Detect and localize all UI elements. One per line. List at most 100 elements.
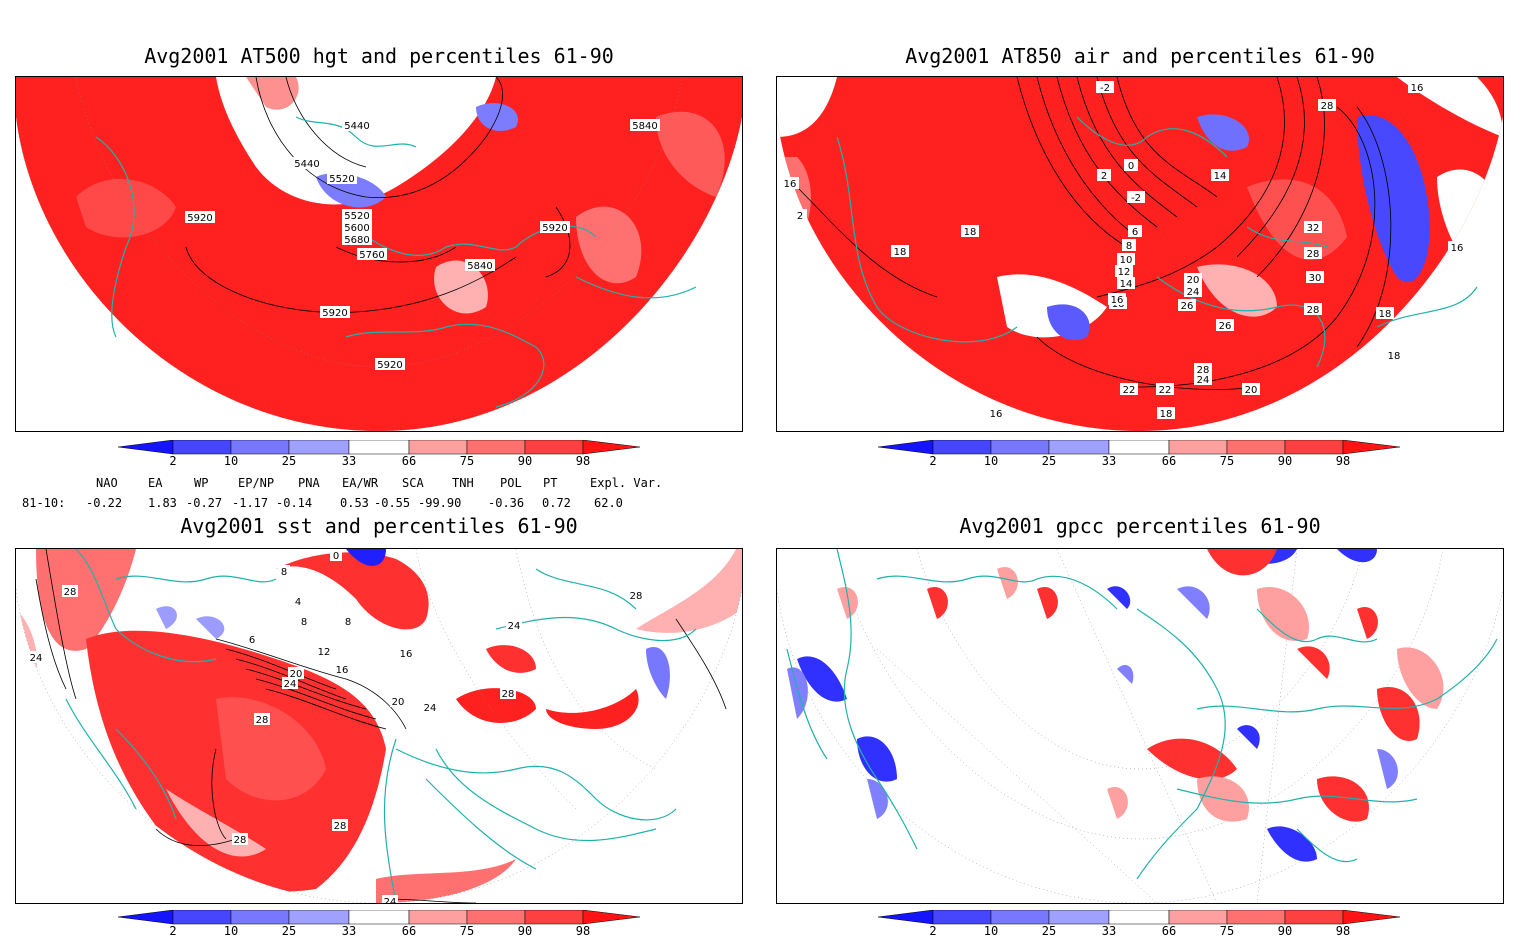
contour-label: 22 bbox=[1123, 385, 1136, 396]
colorbar-label: 98 bbox=[1335, 924, 1351, 938]
colorbar-label: 33 bbox=[341, 924, 357, 938]
map-air: -2 2 0 -2 2 14 6 8 10 12 14 16 18 18 20 … bbox=[776, 76, 1504, 432]
contour-label: 16 bbox=[990, 409, 1003, 420]
contour-label: 20 bbox=[1187, 275, 1200, 286]
contour-label: 6 bbox=[249, 635, 255, 646]
index-row-label: 81-10: bbox=[22, 496, 66, 510]
contour-label: 28 bbox=[1307, 249, 1320, 260]
contour-label: 18 bbox=[1388, 351, 1401, 362]
colorbar-label: 90 bbox=[517, 924, 533, 938]
contour-label: 2 bbox=[797, 211, 803, 222]
colorbar-label: 98 bbox=[575, 454, 591, 468]
colorbar-label: 75 bbox=[1219, 924, 1235, 938]
colorbar-label: 98 bbox=[1335, 454, 1351, 468]
contour-label: 5760 bbox=[359, 250, 384, 261]
contour-label: 6 bbox=[1132, 227, 1138, 238]
colorbar-label: 66 bbox=[401, 454, 417, 468]
index-value: -0.22 bbox=[86, 496, 123, 510]
colorbar-label: 98 bbox=[575, 924, 591, 938]
contour-label: 5920 bbox=[187, 213, 212, 224]
colorbar-label: 2 bbox=[929, 924, 937, 938]
index-header: PNA bbox=[298, 476, 320, 490]
contour-label: 28 bbox=[502, 689, 515, 700]
colorbar-sst-svg bbox=[117, 909, 641, 925]
contour-label: 16 bbox=[1111, 295, 1124, 306]
colorbar-air-svg bbox=[877, 439, 1401, 455]
index-header: SCA bbox=[402, 476, 424, 490]
contour-label: 0 bbox=[333, 551, 339, 562]
contour-label: 28 bbox=[630, 591, 643, 602]
contour-label: 18 bbox=[964, 227, 977, 238]
colorbar-label: 25 bbox=[281, 454, 297, 468]
contour-label: 5840 bbox=[632, 121, 657, 132]
contour-label: 28 bbox=[1321, 101, 1334, 112]
contour-label: 14 bbox=[1214, 171, 1227, 182]
contour-label: 24 bbox=[508, 621, 521, 632]
index-header: PT bbox=[543, 476, 558, 490]
colorbar-sst: 2 10 25 33 66 75 90 98 bbox=[117, 909, 648, 938]
colorbar-label: 10 bbox=[223, 924, 239, 938]
contour-label: 16 bbox=[336, 665, 349, 676]
colorbar-label: 66 bbox=[401, 924, 417, 938]
map-gpcc-svg bbox=[777, 549, 1503, 903]
contour-label: 12 bbox=[1118, 267, 1131, 278]
colorbar-label: 25 bbox=[1041, 924, 1057, 938]
contour-label: 18 bbox=[894, 247, 907, 258]
colorbar-label: 33 bbox=[1101, 924, 1117, 938]
colorbar-label: 75 bbox=[459, 924, 475, 938]
map-hgt-svg: 5440 5440 5520 5520 5600 5680 5760 5840 … bbox=[16, 77, 742, 431]
contour-label: 8 bbox=[1126, 241, 1132, 252]
contour-label: 5680 bbox=[344, 235, 369, 246]
contour-label: 18 bbox=[1160, 409, 1173, 420]
panel-title: Avg2001 gpcc percentiles 61-90 bbox=[959, 514, 1321, 538]
contour-label: 4 bbox=[295, 597, 301, 608]
index-header: NAO bbox=[96, 476, 118, 490]
panel-title: Avg2001 AT500 hgt and percentiles 61-90 bbox=[144, 44, 614, 68]
contour-label: 18 bbox=[1379, 309, 1392, 320]
contour-label: 8 bbox=[301, 617, 307, 628]
colorbar-label: 75 bbox=[459, 454, 475, 468]
contour-label: 30 bbox=[1309, 273, 1322, 284]
colorbar-label: 33 bbox=[341, 454, 357, 468]
colorbar-label: 2 bbox=[929, 454, 937, 468]
colorbar-label: 25 bbox=[1041, 454, 1057, 468]
contour-label: 16 bbox=[1451, 243, 1464, 254]
contour-label: 26 bbox=[1219, 321, 1232, 332]
colorbar-label: 66 bbox=[1161, 454, 1177, 468]
index-value: -1.17 bbox=[232, 496, 269, 510]
index-value: -0.14 bbox=[276, 496, 313, 510]
colorbar-hgt: 2 10 25 33 66 75 90 98 bbox=[117, 439, 648, 468]
contour-label: 26 bbox=[1181, 301, 1194, 312]
index-header: EA/WR bbox=[342, 476, 379, 490]
colorbar-label: 10 bbox=[983, 924, 999, 938]
index-header: EP/NP bbox=[238, 476, 275, 490]
contour-label: 5920 bbox=[542, 223, 567, 234]
colorbar-label: 90 bbox=[1277, 924, 1293, 938]
contour-label: 24 bbox=[284, 679, 297, 690]
index-header: EA bbox=[148, 476, 163, 490]
contour-label: 5440 bbox=[294, 159, 319, 170]
contour-label: 20 bbox=[1245, 385, 1258, 396]
contour-label: 2 bbox=[1101, 171, 1107, 182]
index-value: -0.27 bbox=[186, 496, 223, 510]
contour-label: 28 bbox=[256, 715, 269, 726]
colorbar-label: 90 bbox=[1277, 454, 1293, 468]
contour-label: -2 bbox=[1131, 193, 1141, 204]
map-sst: 28 24 0 8 4 6 8 8 12 16 16 20 24 24 20 2… bbox=[15, 548, 743, 904]
index-header: POL bbox=[500, 476, 522, 490]
index-header: WP bbox=[194, 476, 209, 490]
contour-label: 24 bbox=[1187, 287, 1200, 298]
contour-label: 10 bbox=[1120, 255, 1133, 266]
index-value: -0.36 bbox=[488, 496, 525, 510]
colorbar-label: 33 bbox=[1101, 454, 1117, 468]
contour-label: 8 bbox=[345, 617, 351, 628]
index-header: TNH bbox=[452, 476, 474, 490]
contour-label: 16 bbox=[1411, 83, 1424, 94]
colorbar-label: 2 bbox=[169, 924, 177, 938]
index-value: 0.72 bbox=[542, 496, 571, 510]
contour-label: 28 bbox=[234, 835, 247, 846]
panel-title: Avg2001 AT850 air and percentiles 61-90 bbox=[905, 44, 1375, 68]
contour-label: 24 bbox=[1197, 375, 1210, 386]
colorbar-label: 10 bbox=[983, 454, 999, 468]
colorbar-air: 2 10 25 33 66 75 90 98 bbox=[877, 439, 1408, 468]
